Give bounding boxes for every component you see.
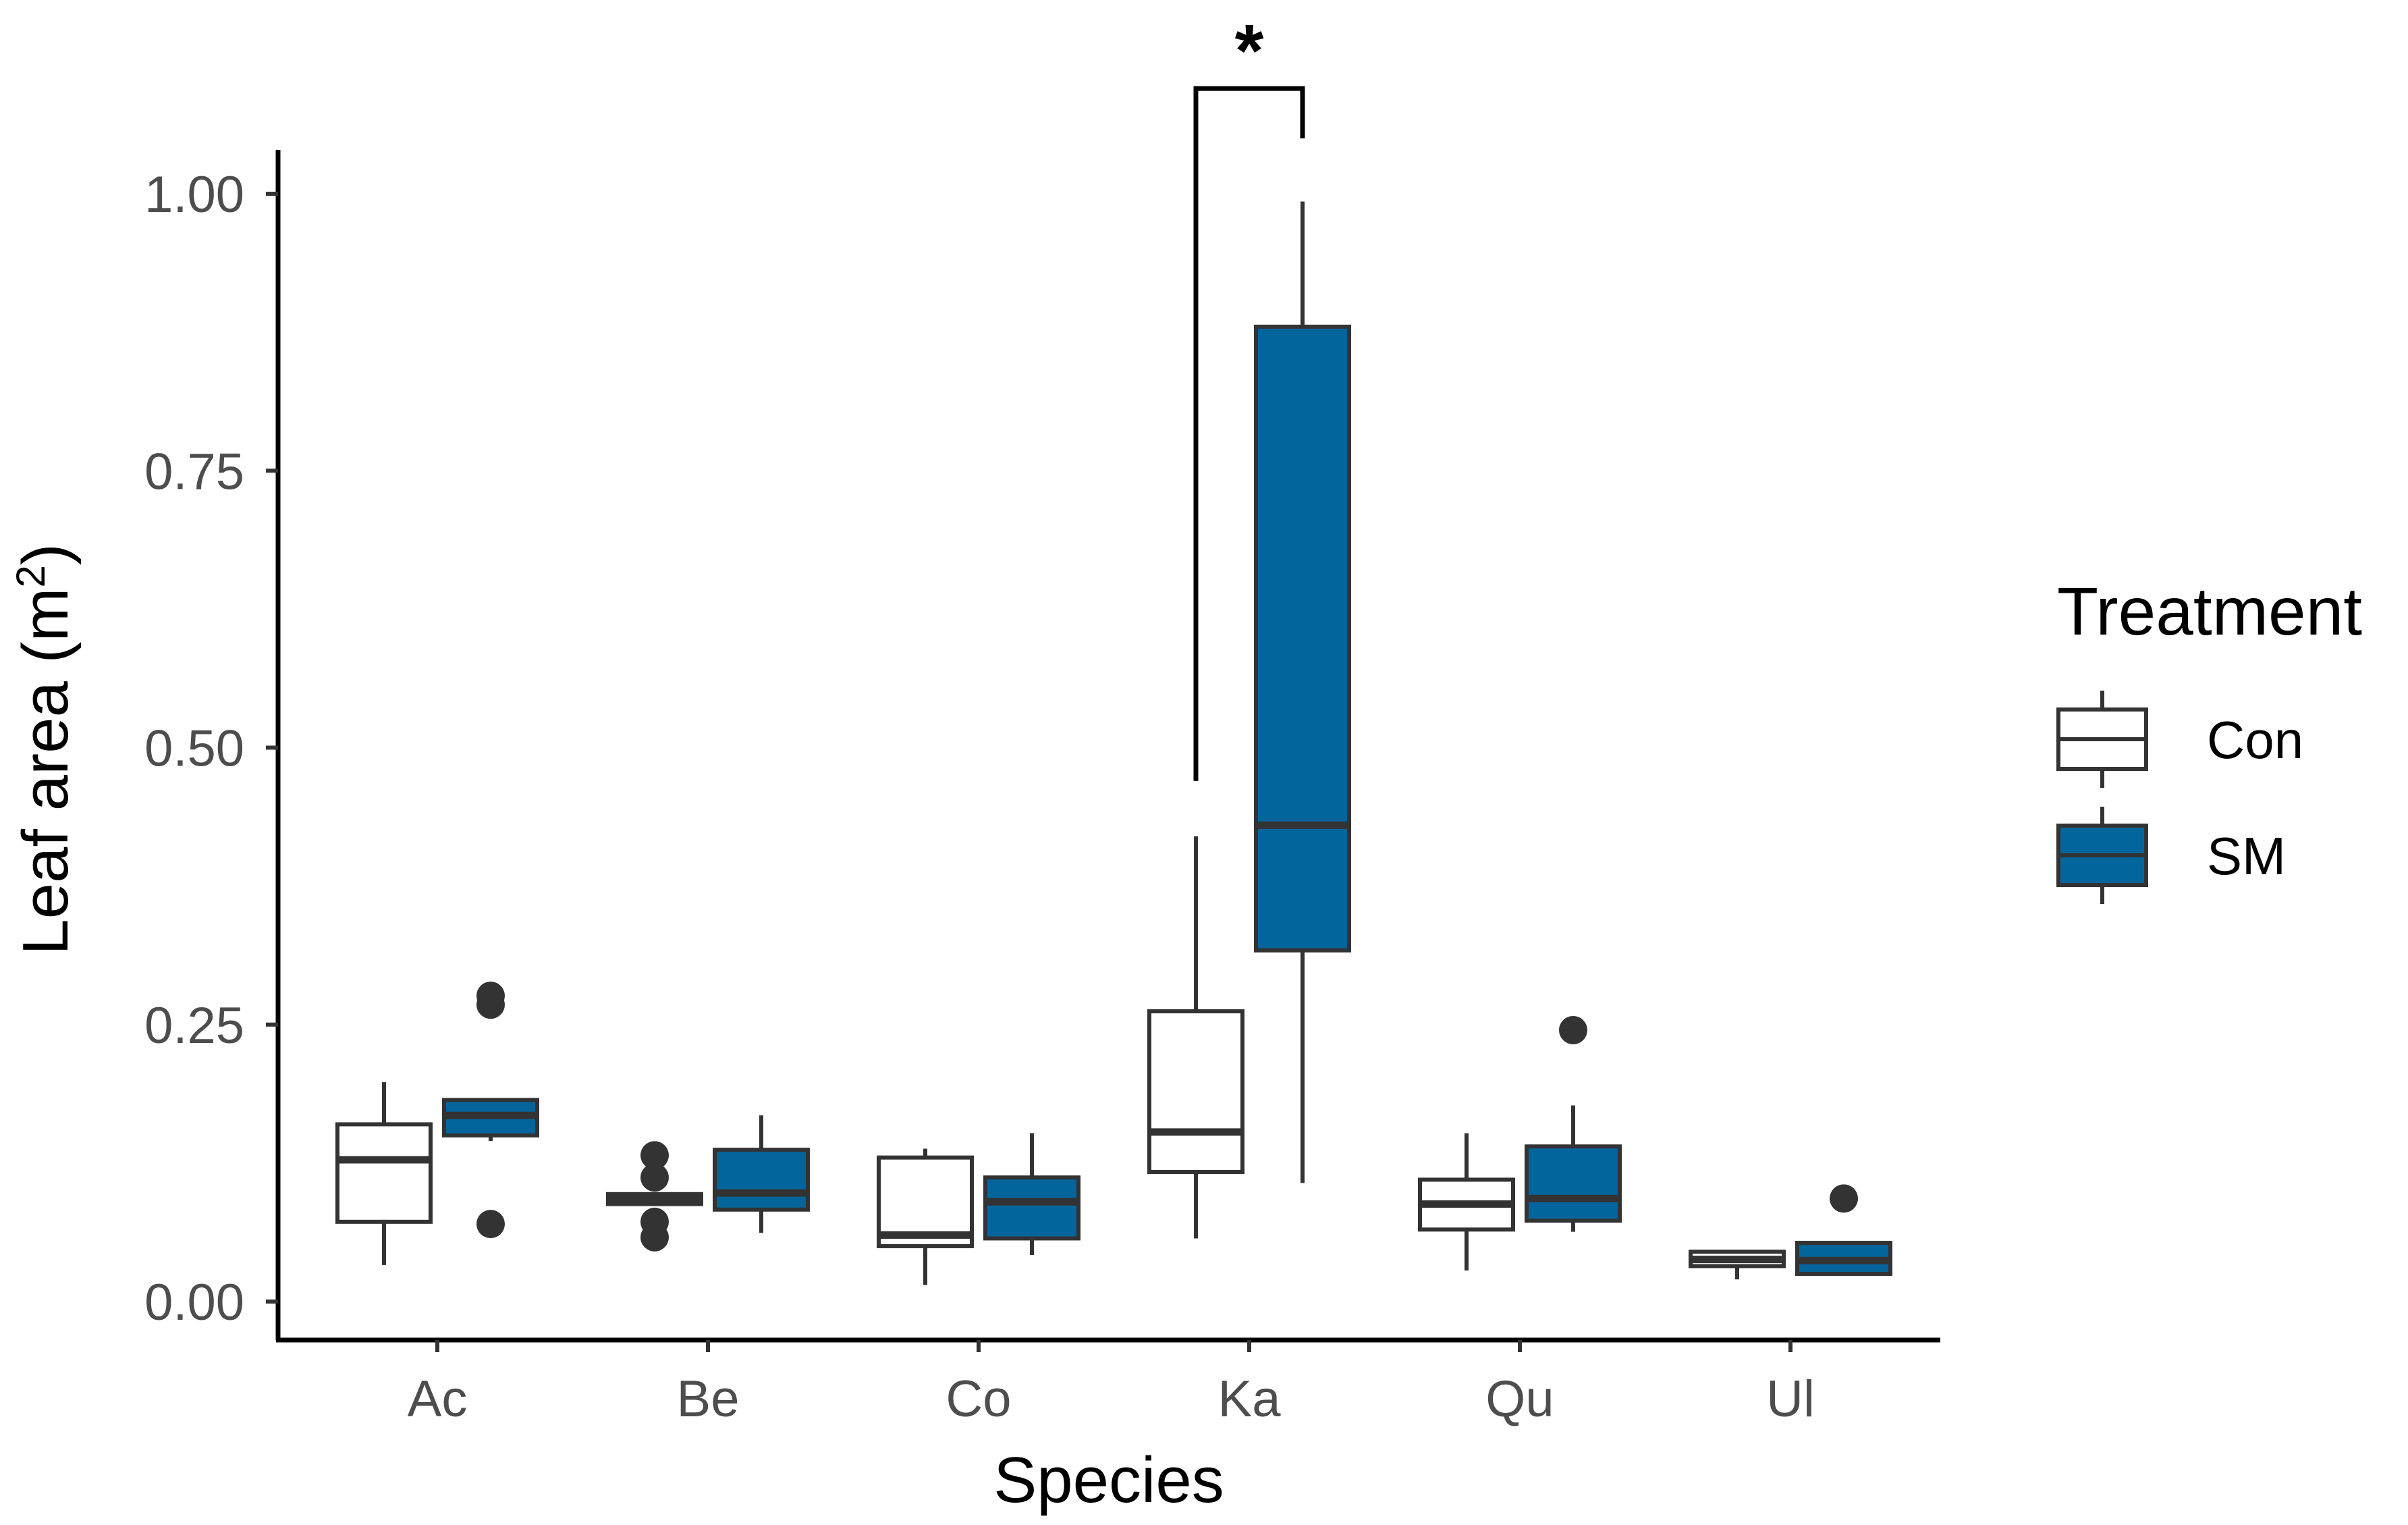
boxes-layer [335,201,1892,1285]
outlier-point [1559,1015,1587,1044]
x-tick-label: Co [946,1370,1011,1428]
box-iqr [713,1148,810,1212]
outlier-point [476,1210,505,1239]
box-sm-ul [1795,1184,1892,1276]
x-tick-label: Ac [408,1370,468,1428]
box-sm-be [713,1115,810,1233]
legend-item-con: Con [2056,691,2303,788]
y-tick-label: 0.75 [144,443,244,500]
x-tick-label: Be [677,1370,740,1428]
box-sm-ac [442,982,539,1239]
y-tick-label: 1.00 [144,166,244,223]
legend-item-sm: SM [2056,807,2286,904]
y-tick-label: 0.00 [144,1274,244,1331]
x-axis-title: Species [993,1444,1224,1516]
box-iqr [1525,1144,1622,1223]
x-ticks: Ac Be Co Ka Qu Ul [408,1340,1815,1428]
x-tick-label: Qu [1485,1370,1554,1428]
outlier-point [476,982,505,1011]
significance-bracket [1193,86,1305,781]
significance-star: * [1235,9,1264,92]
box-sm-ka [1254,201,1351,1183]
box-con-ul [1689,1250,1786,1280]
box-sm-co [983,1133,1080,1256]
box-con-ac [335,1082,433,1265]
y-axis-title-close: ) [9,543,82,565]
x-tick-label: Ul [1766,1370,1815,1428]
box-sm-qu [1525,1015,1622,1232]
y-tick-label: 0.50 [144,720,244,778]
box-con-co [877,1148,974,1285]
y-ticks: 0.00 0.25 0.50 0.75 1.00 [144,166,278,1331]
y-tick-label: 0.25 [144,997,244,1054]
box-con-qu [1418,1133,1515,1271]
y-axis-title: Leaf area (m2) [8,543,82,955]
axes-layer [275,150,1940,1343]
y-axis-title-main: Leaf area (m [9,588,82,955]
outlier-point [640,1207,669,1236]
box-con-ka [1147,836,1244,1239]
outlier-point [640,1141,669,1170]
legend-label-con: Con [2207,710,2303,770]
outlier-point [640,1163,669,1192]
box-iqr [1147,1009,1244,1175]
y-axis-title-superscript: 2 [8,565,53,587]
x-tick-label: Ka [1218,1370,1282,1428]
legend: Treatment Con SM [2056,574,2362,904]
legend-label-sm: SM [2207,826,2286,886]
box-con-be [606,1141,703,1252]
box-iqr [335,1122,433,1224]
outlier-point [1830,1184,1858,1213]
box-iqr [1254,324,1351,953]
significance-annotation: * [1193,9,1305,781]
box-iqr [983,1175,1080,1241]
legend-title: Treatment [2057,574,2362,649]
